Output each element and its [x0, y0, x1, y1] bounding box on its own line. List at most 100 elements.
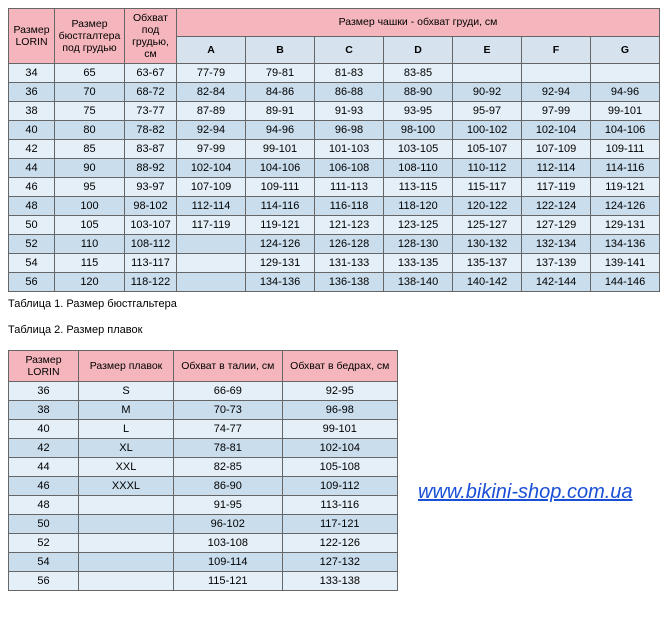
cell: 123-125	[384, 216, 453, 235]
table-row: 469593-97107-109109-111111-113113-115115…	[9, 178, 660, 197]
cell: 83-87	[125, 140, 177, 159]
table-row: 36S66-6992-95	[9, 382, 398, 401]
table-row: 387573-7787-8989-9191-9393-9595-9797-999…	[9, 102, 660, 121]
col-size: Размер LORIN	[9, 9, 55, 64]
cell: 129-131	[591, 216, 660, 235]
cell: 126-128	[315, 235, 384, 254]
cell: 125-127	[453, 216, 522, 235]
cell: 107-109	[177, 178, 246, 197]
cell: 113-116	[282, 496, 397, 515]
cell: 121-123	[315, 216, 384, 235]
cell	[453, 64, 522, 83]
table-row: 50105103-107117-119119-121121-123123-125…	[9, 216, 660, 235]
cell: 115-121	[174, 572, 283, 591]
cell: 56	[9, 572, 79, 591]
cell: 113-117	[125, 254, 177, 273]
cell: 108-112	[125, 235, 177, 254]
cell: 133-138	[282, 572, 397, 591]
cup-col: A	[177, 36, 246, 64]
cell: 100-102	[453, 121, 522, 140]
cell: 92-94	[177, 121, 246, 140]
cell: 86-90	[174, 477, 283, 496]
cell: 42	[9, 439, 79, 458]
cell	[79, 496, 174, 515]
cell: 99-101	[282, 420, 397, 439]
cell: 82-85	[174, 458, 283, 477]
cell: 110	[55, 235, 125, 254]
cell: 137-139	[522, 254, 591, 273]
cell: 128-130	[384, 235, 453, 254]
cell: 78-81	[174, 439, 283, 458]
cell: 36	[9, 382, 79, 401]
cell: 42	[9, 140, 55, 159]
cell: 115	[55, 254, 125, 273]
cup-col: C	[315, 36, 384, 64]
table-row: 46XXXL86-90109-112	[9, 477, 398, 496]
cell	[79, 534, 174, 553]
cell: 73-77	[125, 102, 177, 121]
cell: 133-135	[384, 254, 453, 273]
cell: 44	[9, 159, 55, 178]
cell: 85	[55, 140, 125, 159]
cell: 111-113	[315, 178, 384, 197]
table-row: 54115113-117129-131131-133133-135135-137…	[9, 254, 660, 273]
col-underbust-girth: Обхват под грудью, см	[125, 9, 177, 64]
cell: 90-92	[453, 83, 522, 102]
col2-briefs: Размер плавок	[79, 351, 174, 382]
cell: 52	[9, 534, 79, 553]
cell: 44	[9, 458, 79, 477]
cell: 119-121	[591, 178, 660, 197]
cell: 130-132	[453, 235, 522, 254]
cell: 144-146	[591, 273, 660, 292]
cell: 65	[55, 64, 125, 83]
cell: 48	[9, 197, 55, 216]
col2-waist: Обхват в талии, см	[174, 351, 283, 382]
cell: M	[79, 401, 174, 420]
cell: 109-111	[246, 178, 315, 197]
col2-hips: Обхват в бедрах, см	[282, 351, 397, 382]
cell: 97-99	[522, 102, 591, 121]
cell: 36	[9, 83, 55, 102]
table1-caption: Таблица 1. Размер бюстгальтера	[8, 298, 660, 310]
table-row: 449088-92102-104104-106106-108108-110110…	[9, 159, 660, 178]
cell: 116-118	[315, 197, 384, 216]
bra-size-table: Размер LORIN Размер бюстгалтера под груд…	[8, 8, 660, 292]
cell: 104-106	[246, 159, 315, 178]
cell: 54	[9, 254, 55, 273]
cell: 127-129	[522, 216, 591, 235]
cell: 119-121	[246, 216, 315, 235]
cell: 122-126	[282, 534, 397, 553]
cell: 63-67	[125, 64, 177, 83]
cell: 109-112	[282, 477, 397, 496]
table-row: 54109-114127-132	[9, 553, 398, 572]
cell: 118-120	[384, 197, 453, 216]
cell: 92-94	[522, 83, 591, 102]
cell: 102-104	[177, 159, 246, 178]
cell: 106-108	[315, 159, 384, 178]
website-link[interactable]: www.bikini-shop.com.ua	[418, 481, 633, 504]
table-row: 42XL78-81102-104	[9, 439, 398, 458]
cell	[79, 553, 174, 572]
cell: 120	[55, 273, 125, 292]
cell	[177, 254, 246, 273]
cell: 139-141	[591, 254, 660, 273]
cell: 117-121	[282, 515, 397, 534]
cell: 94-96	[591, 83, 660, 102]
cell: 88-90	[384, 83, 453, 102]
table-row: 56120118-122134-136136-138138-140140-142…	[9, 273, 660, 292]
cup-col: G	[591, 36, 660, 64]
cell: 103-107	[125, 216, 177, 235]
cell: 110-112	[453, 159, 522, 178]
cell: 114-116	[591, 159, 660, 178]
cell: 70-73	[174, 401, 283, 420]
cell: 102-104	[522, 121, 591, 140]
cell: 112-114	[522, 159, 591, 178]
cell: 93-95	[384, 102, 453, 121]
cell: 117-119	[522, 178, 591, 197]
cell	[177, 235, 246, 254]
table-row: 4891-95113-116	[9, 496, 398, 515]
table-row: 40L74-7799-101	[9, 420, 398, 439]
table-row: 38M70-7396-98	[9, 401, 398, 420]
cell: 84-86	[246, 83, 315, 102]
cell: 38	[9, 102, 55, 121]
